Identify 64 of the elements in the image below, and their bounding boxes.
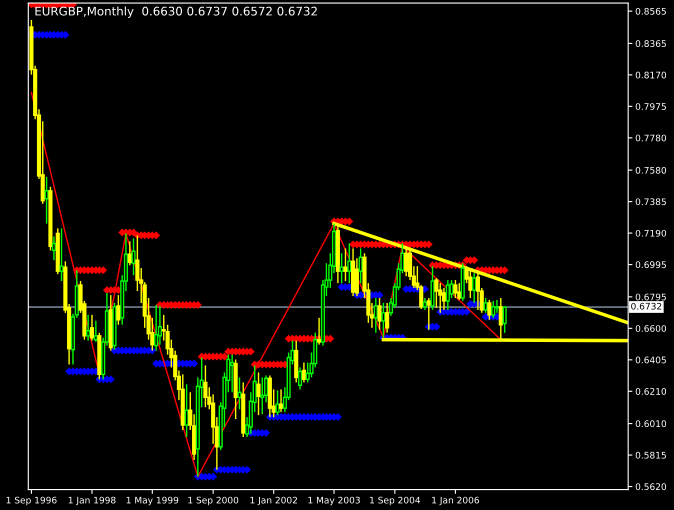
y-tick-label: 0.5620 (636, 483, 666, 490)
candlestick (434, 277, 438, 309)
y-tick-label: 0.8565 (636, 8, 666, 15)
y-tick-label: 0.7580 (636, 166, 666, 174)
x-tick-label: 1 May 1999 (126, 496, 178, 506)
y-tick-label: 0.5815 (636, 452, 666, 459)
y-tick-label: 0.6210 (636, 388, 666, 395)
y-tick-label: 0.7780 (636, 134, 666, 142)
candlestick (340, 252, 344, 284)
y-tick-label: 0.6010 (636, 420, 666, 428)
x-tick-label: 1 Jan 2006 (432, 496, 480, 506)
chart-title: EURGBP,Monthly 0.6630 0.6737 0.6572 0.6732 (35, 6, 317, 18)
x-tick-label: 1 Jan 2002 (250, 496, 297, 506)
candlestick (90, 314, 94, 342)
candlestick (422, 297, 428, 311)
candlestick (298, 366, 302, 390)
candlestick (347, 242, 352, 284)
candlestick (203, 364, 208, 408)
candlestick (374, 297, 378, 334)
x-tick-label: 1 Sep 1996 (6, 496, 57, 506)
candlestick (256, 372, 261, 416)
x-tick-label: 1 Sep 2000 (188, 496, 238, 506)
y-tick-label: 0.8170 (636, 72, 666, 78)
candlestick (86, 314, 90, 342)
x-tick-label: 1 Sep 2004 (370, 496, 420, 506)
candlestick (237, 376, 242, 410)
candlestick (128, 240, 132, 266)
y-tick-label: 0.7975 (636, 103, 666, 110)
ref-line-label: 0.6732 (631, 302, 662, 310)
y-tick-label: 0.7190 (636, 230, 666, 237)
y-tick-label: 0.6795 (636, 294, 666, 300)
candlestick (358, 248, 363, 284)
candlestick (426, 297, 431, 330)
x-tick-label: 1 Jan 1998 (68, 496, 116, 506)
candlestick (381, 302, 386, 338)
candlestick (131, 238, 136, 276)
candlestick (44, 176, 49, 224)
candlestick (52, 236, 56, 261)
y-tick-label: 0.6405 (636, 356, 666, 364)
candlestick (438, 282, 442, 314)
candlestick (453, 279, 458, 299)
y-tick-label: 0.6600 (636, 325, 666, 332)
candlestick (260, 376, 264, 415)
candlestick (446, 279, 450, 311)
y-tick-label: 0.8365 (636, 40, 666, 47)
candlestick (502, 306, 507, 334)
candlestick (472, 272, 476, 304)
y-tick-label: 0.6995 (636, 261, 666, 268)
candlestick (404, 246, 408, 277)
x-tick-label: 1 May 2003 (308, 496, 360, 506)
y-tick-label: 0.7385 (636, 198, 666, 206)
candlestick (116, 294, 120, 326)
candlestick (154, 304, 158, 352)
candlestick (343, 248, 348, 282)
candlestick (94, 320, 98, 343)
candlestick (317, 317, 322, 346)
candlestick (278, 388, 284, 413)
candlestick (302, 362, 306, 384)
candlestick (491, 300, 496, 319)
candlestick (484, 297, 488, 314)
candlestick (385, 302, 390, 334)
candlestick (476, 270, 480, 311)
candlestick (59, 228, 64, 282)
candlestick (230, 354, 234, 393)
